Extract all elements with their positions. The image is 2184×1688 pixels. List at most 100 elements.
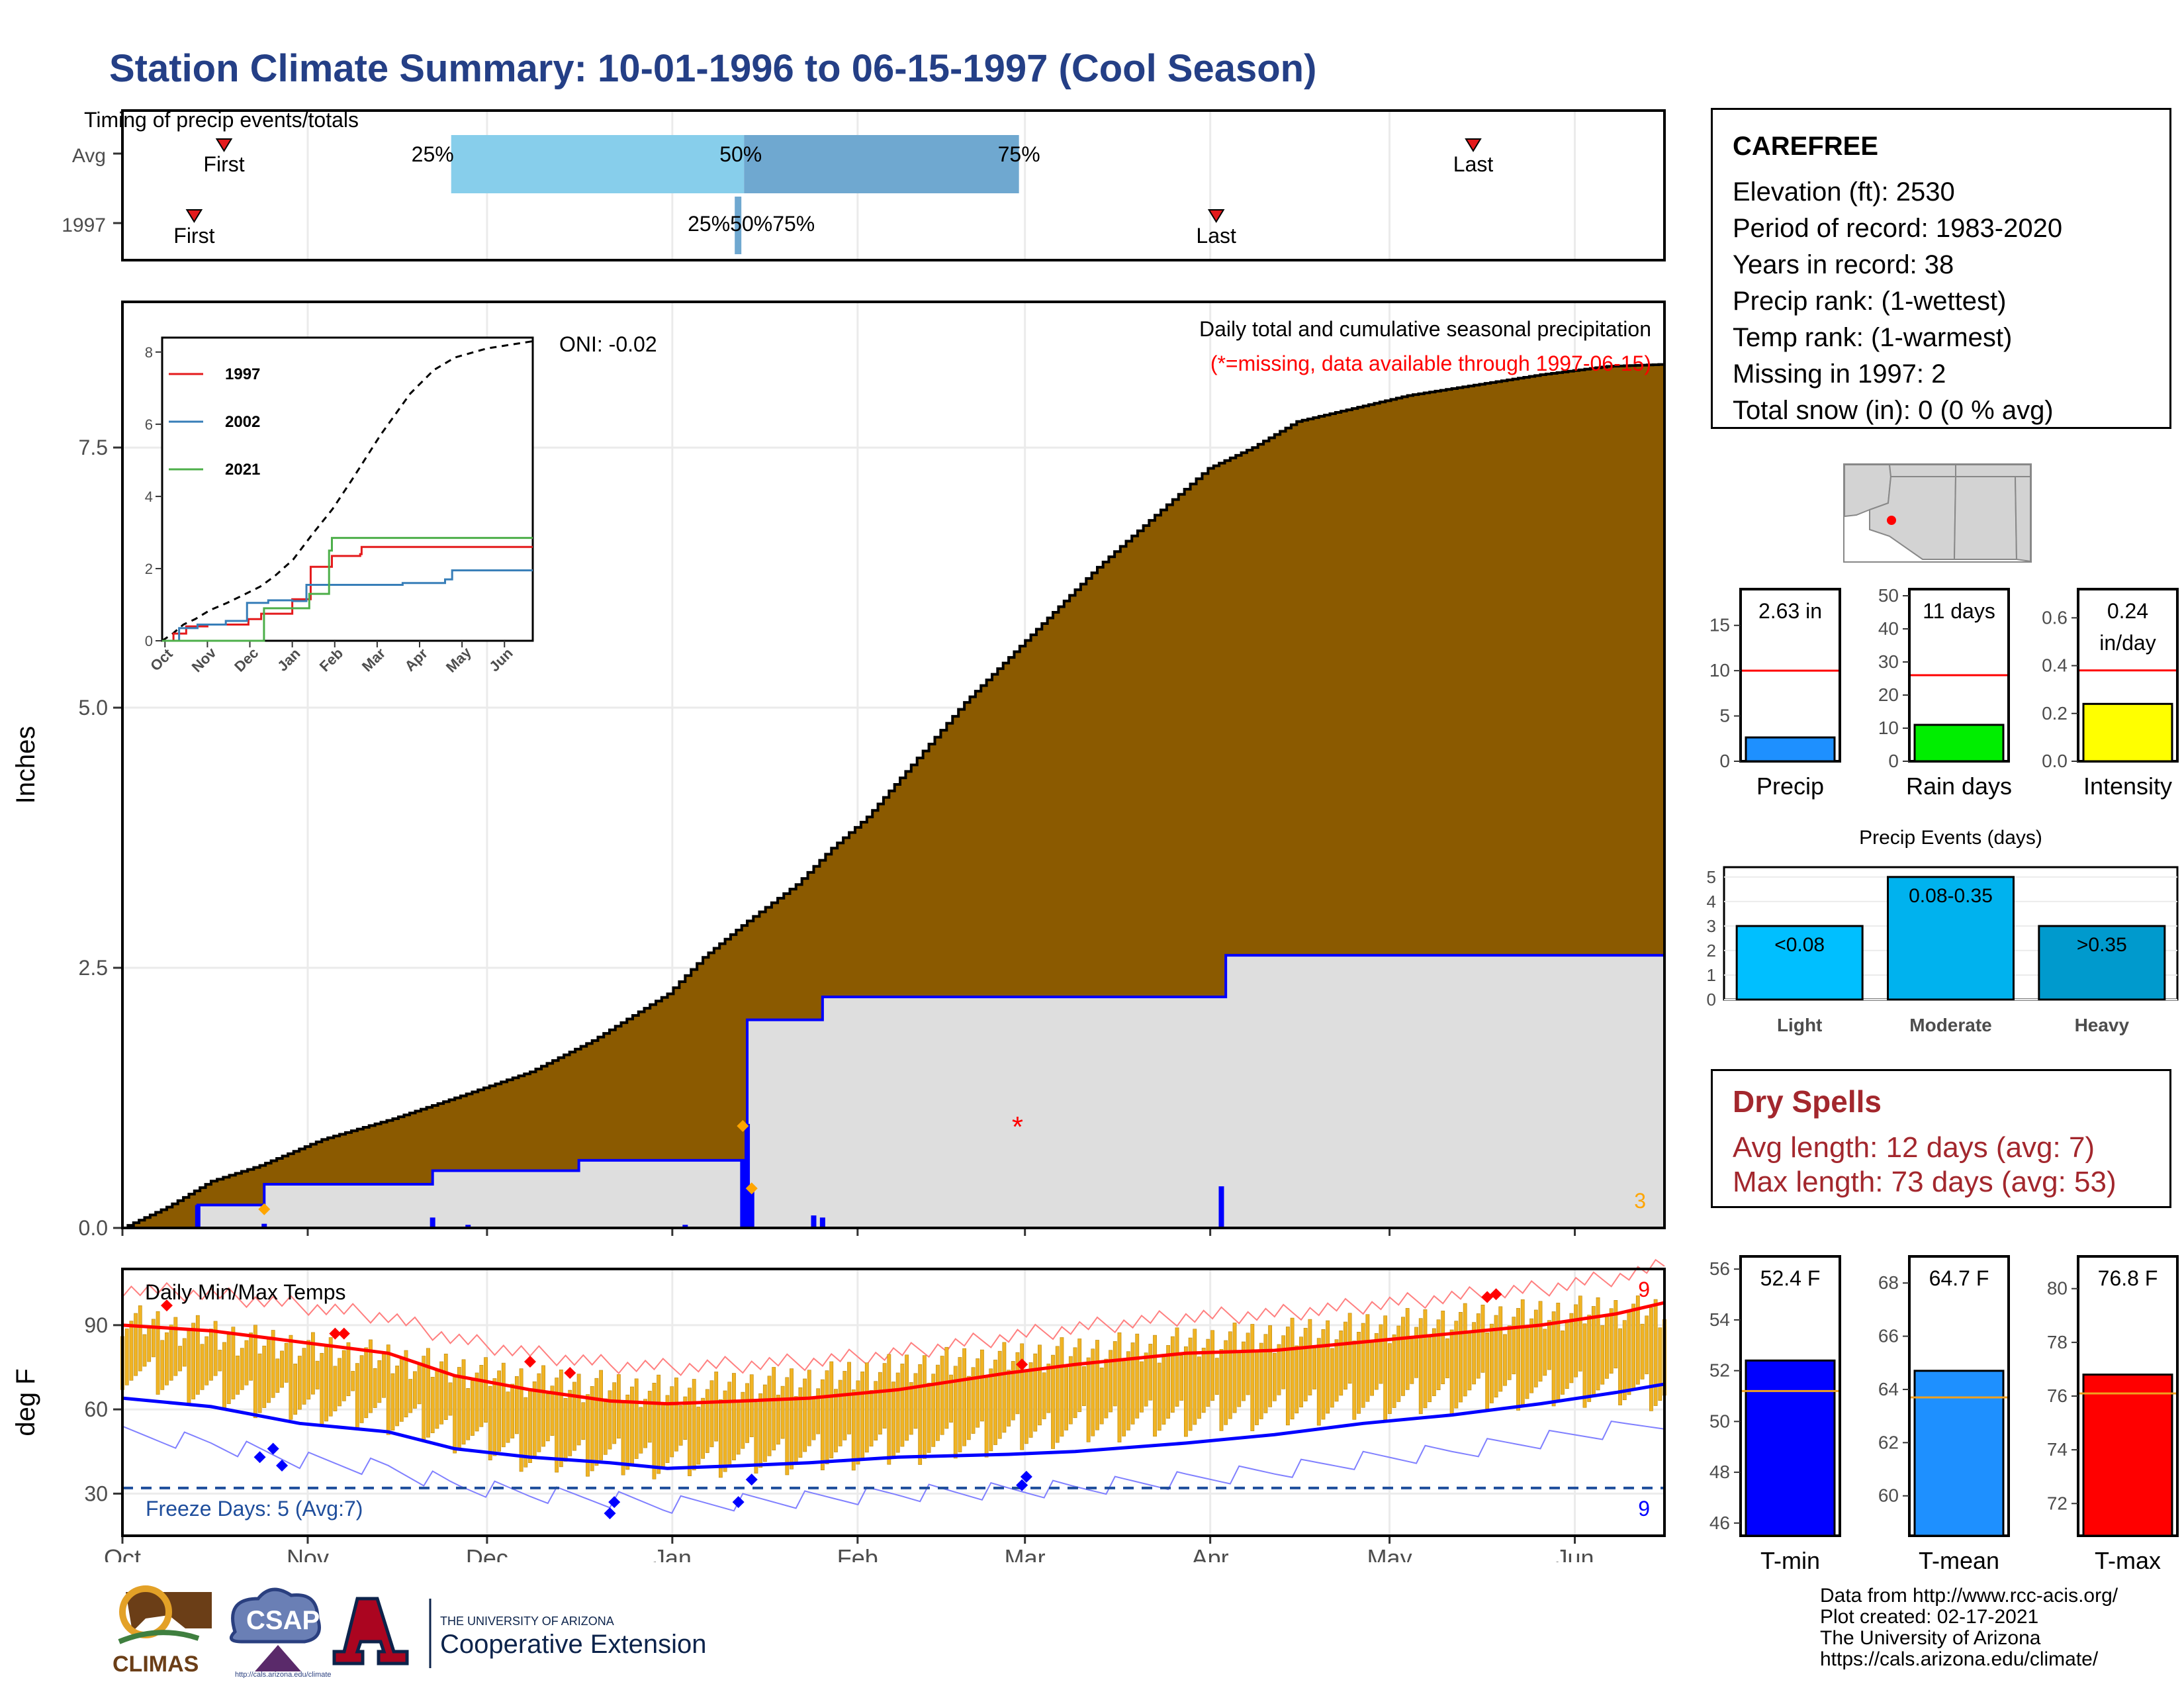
daily-temp-bar-73 (443, 1354, 448, 1421)
daily-temp-bar-308 (1485, 1332, 1490, 1409)
temp-stats-chart: 46 48 50 52 54 56 52.4 F T-min 60 62 64 66 68 64.7 F T… (1709, 1255, 2179, 1574)
daily-temp-bar-261 (1277, 1344, 1281, 1395)
t-min-title: T-min (1760, 1547, 1820, 1574)
daily-temp-bar-104 (581, 1402, 586, 1440)
daily-temp-bar-169 (869, 1389, 874, 1447)
daily-temp-bar-194 (980, 1349, 984, 1422)
daily-temp-bar-50 (341, 1350, 346, 1401)
t-mean-title: T-mean (1919, 1547, 1999, 1574)
timing-avg-last-marker (1465, 138, 1482, 152)
daily-temp-bar-296 (1432, 1328, 1436, 1397)
t-max-ytick-label-4: 80 (2047, 1278, 2068, 1299)
temp-chart-title: Daily Min/Max Temps (145, 1280, 345, 1304)
daily-temp-bar-145 (762, 1384, 767, 1462)
daily-temp-bar-191 (966, 1376, 971, 1440)
dry-spells-title: Dry Spells (1733, 1084, 1882, 1119)
daily-temp-bar-13 (178, 1346, 182, 1372)
daily-precip-bar-7 (749, 1186, 754, 1228)
timing-avg-p50-label: 50% (719, 142, 762, 166)
daily-temp-bar-30 (253, 1325, 257, 1419)
record-max-line (122, 1258, 1665, 1376)
record-min-line (122, 1420, 1665, 1515)
daily-temp-bar-128 (688, 1387, 692, 1476)
daily-temp-bar-317 (1525, 1327, 1529, 1399)
daily-temp-bar-106 (590, 1386, 594, 1472)
daily-temp-bar-347 (1658, 1327, 1662, 1401)
daily-temp-bar-6 (147, 1327, 152, 1362)
daily-temp-bar-345 (1649, 1307, 1653, 1411)
daily-temp-bar-292 (1414, 1327, 1418, 1378)
temp-ylabel: deg F (11, 1368, 40, 1436)
t-min-ytick-label-2: 50 (1709, 1411, 1730, 1431)
daily-temp-bar-170 (874, 1381, 878, 1441)
daily-temp-bar-49 (338, 1358, 341, 1407)
station-years: Years in record: 38 (1733, 250, 1954, 279)
max-record-mark-0 (160, 1299, 173, 1312)
daily-temp-bar-148 (776, 1395, 780, 1445)
inset-legend-label-1997: 1997 (225, 365, 260, 383)
min-record-mark-3 (604, 1507, 616, 1520)
ua-logo: THE UNIVERSITY OF ARIZONA Cooperative Ex… (332, 1597, 706, 1668)
rain-days-ytick-label-0: 0 (1888, 751, 1899, 771)
daily-temp-bar-68 (422, 1356, 426, 1442)
daily-temp-bar-240 (1183, 1346, 1188, 1437)
timing-chart: Timing of precip events/totalsAvg199725%… (62, 108, 1666, 261)
daily-temp-bar-112 (616, 1374, 621, 1439)
daily-temp-bar-231 (1144, 1352, 1148, 1407)
daily-temp-bar-266 (1299, 1336, 1303, 1408)
daily-temp-bar-32 (262, 1345, 267, 1408)
location-map (1843, 463, 2032, 563)
daily-temp-bar-343 (1640, 1323, 1645, 1380)
daily-temp-bar-54 (359, 1355, 364, 1423)
daily-temp-bar-228 (1130, 1342, 1135, 1425)
timing-avg-p25-label: 25% (412, 142, 454, 166)
daily-temp-bar-277 (1347, 1313, 1352, 1384)
timing-obs-first-marker (185, 209, 203, 223)
daily-temp-bar-55 (364, 1347, 369, 1419)
daily-temp-bar-287 (1392, 1334, 1396, 1408)
daily-temp-bar-284 (1379, 1324, 1383, 1384)
intensity-ytick-label-2: 0.4 (2042, 655, 2068, 676)
daily-temp-bar-12 (173, 1317, 178, 1376)
temp-xtick-label-7: May (1367, 1544, 1412, 1562)
daily-temp-bar-219 (1091, 1348, 1095, 1436)
precip-ylabel: Inches (11, 726, 40, 804)
daily-temp-bar-201 (1011, 1361, 1015, 1421)
timing-obs-first-label: First (173, 224, 214, 248)
rain-days-ytick-label-2: 20 (1878, 684, 1899, 705)
events-bar-label-moderate: 0.08-0.35 (1909, 885, 1993, 907)
daily-temp-bar-269 (1312, 1346, 1316, 1389)
daily-temp-bar-290 (1405, 1308, 1410, 1390)
daily-temp-bar-280 (1361, 1323, 1365, 1408)
daily-temp-bar-58 (377, 1360, 382, 1403)
daily-temp-bar-162 (838, 1380, 842, 1446)
extreme-precip-mark-2 (745, 1182, 758, 1195)
daily-temp-bar-229 (1135, 1333, 1140, 1419)
daily-temp-bar-281 (1365, 1314, 1370, 1402)
daily-temp-bar-139 (736, 1401, 741, 1455)
daily-temp-bar-141 (745, 1383, 749, 1443)
temp-xtick-label-2: Dec (466, 1544, 508, 1562)
daily-temp-bar-89 (514, 1376, 519, 1434)
credit-url: https://cals.arizona.edu/climate/ (1820, 1648, 2099, 1670)
daily-temp-bar-213 (1064, 1365, 1069, 1430)
daily-temp-bar-268 (1308, 1319, 1312, 1395)
inset-series-2002 (162, 569, 533, 642)
daily-temp-bar-101 (568, 1389, 572, 1456)
daily-temp-bar-23 (222, 1342, 226, 1409)
daily-temp-bar-45 (320, 1352, 324, 1427)
daily-temp-bar-311 (1498, 1306, 1503, 1392)
daily-temp-bar-31 (257, 1353, 262, 1413)
daily-temp-bar-211 (1055, 1346, 1060, 1443)
t-max-ytick-label-1: 74 (2047, 1439, 2068, 1460)
daily-temp-bar-331 (1587, 1315, 1592, 1402)
daily-temp-bar-307 (1480, 1304, 1485, 1373)
t-max-ytick-label-3: 78 (2047, 1332, 2068, 1352)
precip-total-title: Precip (1756, 773, 1824, 800)
inset-ytick-label-0: 0 (145, 633, 153, 649)
daily-temp-bar-81 (479, 1364, 484, 1427)
daily-temp-bar-174 (891, 1382, 895, 1459)
daily-temp-bar-252 (1237, 1350, 1242, 1407)
temp-xtick-label-6: Apr (1192, 1544, 1229, 1562)
timing-frame (121, 109, 1666, 261)
